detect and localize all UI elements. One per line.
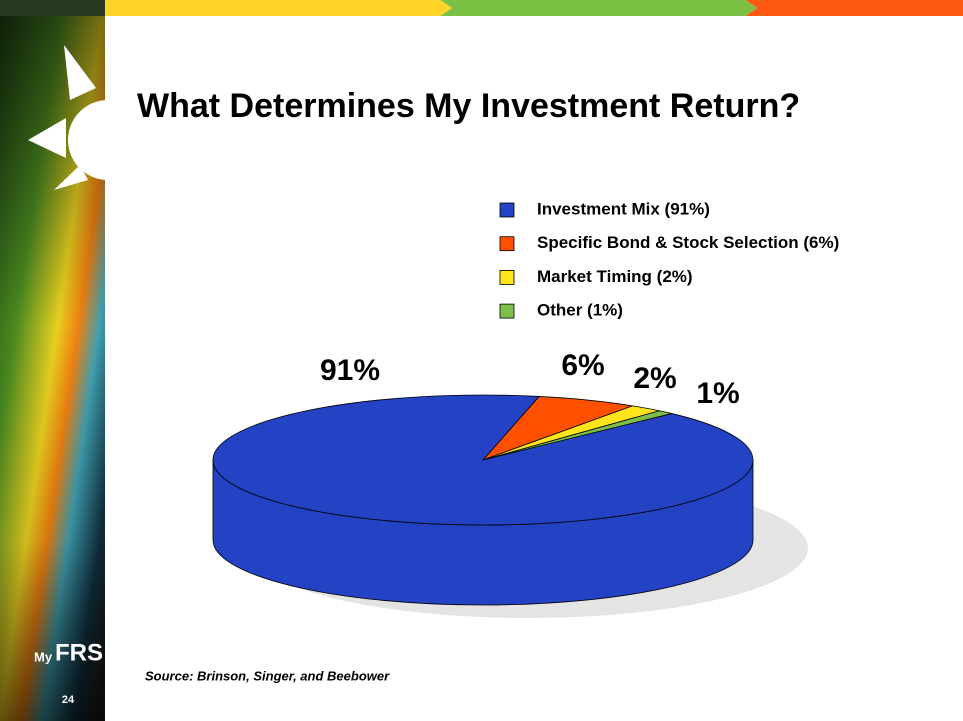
- legend-swatch: [499, 202, 515, 218]
- legend-swatch: [499, 236, 515, 252]
- logo-prefix: My: [34, 649, 53, 664]
- logo-name: FRS: [55, 639, 103, 666]
- pie-chart: 91% 6% 2% 1% Investment Mix (91%) Specific Bo…: [212, 199, 839, 618]
- legend-label: Investment Mix (91%): [537, 199, 710, 218]
- slide-title: What Determines My Investment Return?: [137, 87, 800, 125]
- value-label: 2%: [633, 362, 676, 395]
- top-bar: [0, 0, 963, 16]
- legend-swatch: [499, 269, 515, 285]
- legend-label: Other (1%): [537, 301, 623, 320]
- legend-swatch: [499, 303, 515, 319]
- pie-slice: [212, 394, 754, 526]
- legend-label: Specific Bond & Stock Selection (6%): [537, 233, 839, 252]
- logo: My FRS: [34, 639, 103, 666]
- side-panel: [0, 0, 148, 721]
- value-label: 91%: [320, 354, 380, 387]
- slide-number: 24: [62, 694, 75, 706]
- value-label: 1%: [696, 377, 739, 410]
- legend-label: Market Timing (2%): [537, 267, 693, 286]
- value-label: 6%: [561, 349, 604, 382]
- source: Source: Brinson, Singer, and Beebower: [145, 668, 390, 683]
